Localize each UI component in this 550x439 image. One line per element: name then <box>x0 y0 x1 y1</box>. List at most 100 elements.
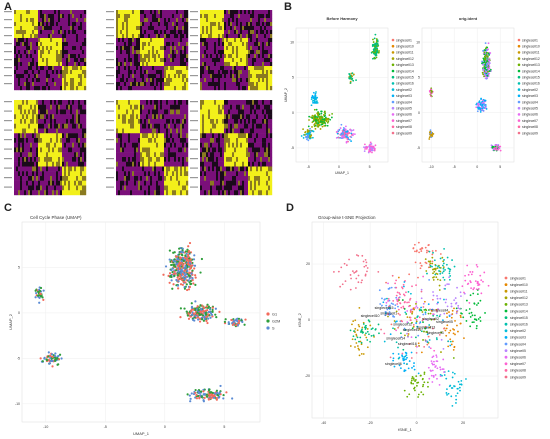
heatmap-cell <box>178 70 181 75</box>
heatmap-cell <box>226 152 229 158</box>
heatmap-cell <box>128 133 131 139</box>
heatmap-cell <box>48 171 51 177</box>
heatmap-cell <box>158 22 161 27</box>
data-point <box>311 121 314 124</box>
heatmap-cell <box>24 185 27 191</box>
heatmap-cell <box>258 171 261 177</box>
heatmap-cell <box>68 38 71 43</box>
heatmap-cell <box>52 104 55 110</box>
heatmap-cell <box>116 128 119 134</box>
heatmap-cell <box>84 30 87 35</box>
heatmap-cell <box>162 62 165 67</box>
heatmap-cell <box>186 38 189 43</box>
heatmap-cell <box>130 123 133 129</box>
heatmap-cell <box>238 34 241 39</box>
heatmap-cell <box>178 26 181 31</box>
heatmap-cell <box>56 70 59 75</box>
heatmap-cell <box>144 152 147 158</box>
heatmap-cell <box>232 157 235 162</box>
heatmap-cell <box>142 161 145 167</box>
heatmap-cell <box>186 22 189 27</box>
heatmap-cell <box>16 157 19 162</box>
gene-label-mark <box>190 120 198 122</box>
heatmap-cell <box>146 185 149 191</box>
heatmap-cell <box>212 166 215 172</box>
heatmap-cell <box>118 157 121 162</box>
heatmap-cell <box>58 18 61 23</box>
heatmap-cell <box>266 185 269 191</box>
heatmap-cell <box>208 138 211 143</box>
heatmap-cell <box>80 70 83 75</box>
heatmap-cell <box>144 50 147 55</box>
heatmap-cell <box>222 176 225 181</box>
heatmap-cell <box>228 190 231 196</box>
heatmap-cell <box>26 190 29 196</box>
data-point <box>310 98 313 100</box>
heatmap-cell <box>152 128 155 134</box>
heatmap-cell <box>60 152 63 158</box>
heatmap-cell <box>230 54 233 59</box>
heatmap-cell <box>210 14 213 19</box>
heatmap-cell <box>266 14 269 19</box>
heatmap-cell <box>116 74 119 79</box>
heatmap-cell <box>68 128 71 134</box>
heatmap-cell <box>184 128 187 134</box>
heatmap-cell <box>22 138 25 143</box>
heatmap-cell <box>20 180 23 186</box>
gene-label-mark <box>190 148 198 150</box>
heatmap-cell <box>156 114 159 120</box>
heatmap-cell <box>258 109 261 115</box>
heatmap-cell <box>168 86 171 91</box>
heatmap-cell <box>128 86 131 91</box>
heatmap-cell <box>186 42 189 47</box>
heatmap-cell <box>40 78 43 83</box>
heatmap-cell <box>270 171 273 177</box>
heatmap-cell <box>246 109 249 115</box>
heatmap-cell <box>120 161 123 167</box>
heatmap-cell <box>204 119 207 124</box>
heatmap-cell <box>234 46 237 51</box>
heatmap-cell <box>220 54 223 59</box>
heatmap-cell <box>150 58 153 63</box>
heatmap-cell <box>222 86 225 91</box>
heatmap-cell <box>210 142 213 148</box>
heatmap-cell <box>62 152 65 158</box>
heatmap-cell <box>24 50 27 55</box>
heatmap-cell <box>30 142 33 148</box>
heatmap-cell <box>26 30 29 35</box>
heatmap-cell <box>210 10 213 15</box>
heatmap-cell <box>240 104 243 110</box>
heatmap-cell <box>180 104 183 110</box>
heatmap-cell <box>28 82 31 87</box>
heatmap-cell <box>64 166 67 172</box>
heatmap-cell <box>204 152 207 158</box>
heatmap-cell <box>128 123 131 129</box>
heatmap-cell <box>186 104 189 110</box>
legend-swatch <box>391 82 395 85</box>
x-tick-label: -10 <box>429 165 434 169</box>
heatmap-cell <box>18 128 21 134</box>
heatmap-cell <box>178 152 181 158</box>
data-point <box>370 143 373 145</box>
heatmap-cell <box>122 42 125 47</box>
heatmap-cell <box>240 100 243 105</box>
heatmap-cell <box>172 14 175 19</box>
heatmap-cell <box>170 190 173 196</box>
heatmap-cell <box>122 142 125 148</box>
heatmap-cell <box>252 66 255 71</box>
heatmap-cell <box>170 114 173 120</box>
heatmap-cell <box>24 161 27 167</box>
heatmap-cell <box>146 74 149 79</box>
heatmap-cell <box>234 86 237 91</box>
heatmap-cell <box>50 166 53 172</box>
heatmap-cell <box>130 128 133 134</box>
heatmap-cell <box>154 34 157 39</box>
heatmap-cell <box>222 30 225 35</box>
heatmap-cell <box>244 133 247 139</box>
heatmap-cell <box>270 78 273 83</box>
heatmap-cell <box>66 161 69 167</box>
heatmap-cell <box>170 82 173 87</box>
heatmap-cell <box>218 190 221 196</box>
heatmap-cell <box>170 185 173 191</box>
data-point <box>340 123 343 126</box>
